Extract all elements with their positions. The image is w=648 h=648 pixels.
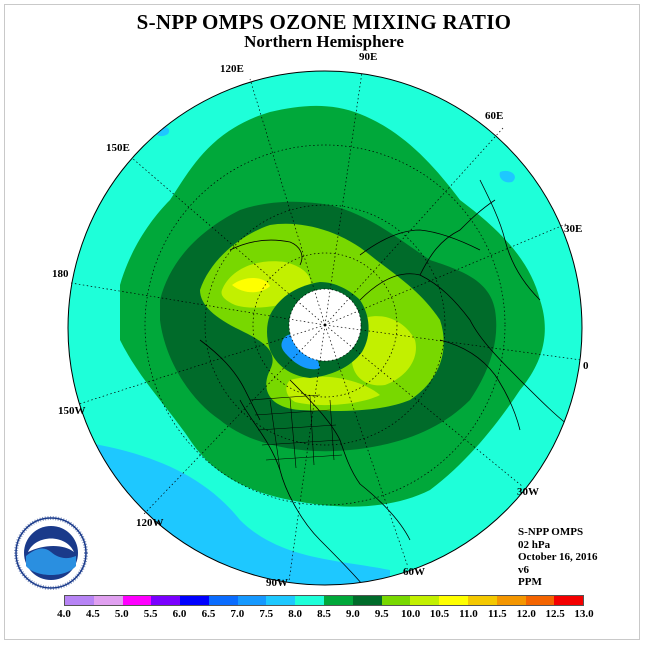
lon-label-150w: 150W: [58, 405, 86, 417]
colorbar-tick-label: 9.5: [374, 608, 389, 620]
units-label: PPM: [518, 576, 542, 588]
colorbar-tick-label: 7.5: [259, 608, 274, 620]
colorbar-segment: [467, 596, 497, 605]
colorbar-segment: [439, 596, 468, 605]
colorbar-segment: [208, 596, 238, 605]
colorbar: [64, 595, 584, 606]
date-label: October 16, 2016: [518, 551, 598, 563]
colorbar-tick-label: 5.5: [143, 608, 158, 620]
ozone-level-10-0-south: [286, 376, 380, 406]
ozone-level-7-0-pole: [281, 334, 320, 370]
colorbar-segment: [554, 596, 584, 605]
colorbar-segment: [496, 596, 526, 605]
version-label: v6: [518, 563, 529, 576]
instrument-label: S-NPP OMPS: [518, 526, 584, 538]
colorbar-tick-label: 8.5: [317, 608, 331, 620]
lon-label-30w: 30W: [517, 486, 539, 498]
metadata-block: S-NPP OMPS 02 hPa October 16, 2016 v6 PP…: [518, 526, 598, 589]
colorbar-segment: [93, 596, 123, 605]
graticule: [70, 71, 582, 582]
colorbar-tick-label: 9.0: [346, 608, 360, 620]
lon-label-60e: 60E: [485, 110, 504, 122]
colorbar-segment: [324, 596, 353, 605]
colorbar-tick-label: 10.5: [429, 608, 450, 620]
lon-label-90e: 90E: [359, 51, 378, 63]
lon-label-180: 180: [52, 268, 69, 280]
colorbar-segment: [525, 596, 555, 605]
lon-label-60w: 60W: [403, 566, 425, 578]
coastlines: [199, 179, 576, 585]
pressure-label: 02 hPa: [518, 538, 551, 551]
colorbar-labels: 4.0 4.5 5.0 5.5 6.0 6.5 7.0 7.5 8.0 8.5 9.0 9.5 10.0…: [0, 608, 648, 622]
lon-label-150e: 150E: [106, 142, 130, 154]
colorbar-segment: [266, 596, 296, 605]
map-title: S-NPP OMPS OZONE MIXING RATIO: [136, 10, 512, 34]
colorbar-tick-label: 11.5: [488, 608, 507, 620]
figure-frame: [4, 4, 640, 640]
colorbar-tick-label: 7.0: [230, 608, 245, 620]
ozone-level-7-5-patch: [499, 170, 515, 183]
colorbar-segment: [237, 596, 267, 605]
colorbar-segment: [151, 596, 181, 605]
colorbar-tick-label: 10.0: [401, 608, 421, 620]
colorbar-tick-label: 6.0: [172, 608, 187, 620]
lon-label-30e: 30E: [564, 223, 583, 235]
colorbar-tick-label: 5.0: [114, 608, 129, 620]
colorbar-segment: [352, 596, 382, 605]
lon-label-120e: 120E: [220, 63, 244, 75]
colorbar-tick-label: 6.5: [201, 608, 216, 620]
colorbar-segment: [410, 596, 440, 605]
lon-label-120w: 120W: [136, 517, 164, 529]
lon-label-0: 0: [583, 360, 589, 372]
colorbar-tick-label: 11.0: [459, 608, 478, 620]
map-border: [67, 70, 583, 586]
colorbar-segment: [381, 596, 411, 605]
noaa-logo: [14, 516, 88, 590]
lon-label-90w: 90W: [266, 577, 288, 589]
colorbar-segment: [295, 596, 325, 605]
colorbar-tick-label: 4.0: [57, 608, 71, 620]
colorbar-tick-label: 12.0: [516, 608, 536, 620]
map-subtitle: Northern Hemisphere: [244, 32, 404, 51]
political-boundaries: [249, 394, 343, 471]
colorbar-tick-label: 8.0: [288, 608, 302, 620]
colorbar-tick-label: 13.0: [574, 608, 594, 620]
colorbar-segment: [65, 596, 94, 605]
ozone-level-10-5: [232, 277, 270, 293]
colorbar-segment: [122, 596, 152, 605]
colorbar-segment: [180, 596, 209, 605]
colorbar-tick-label: 12.5: [545, 608, 565, 620]
colorbar-tick-label: 4.5: [86, 608, 100, 620]
